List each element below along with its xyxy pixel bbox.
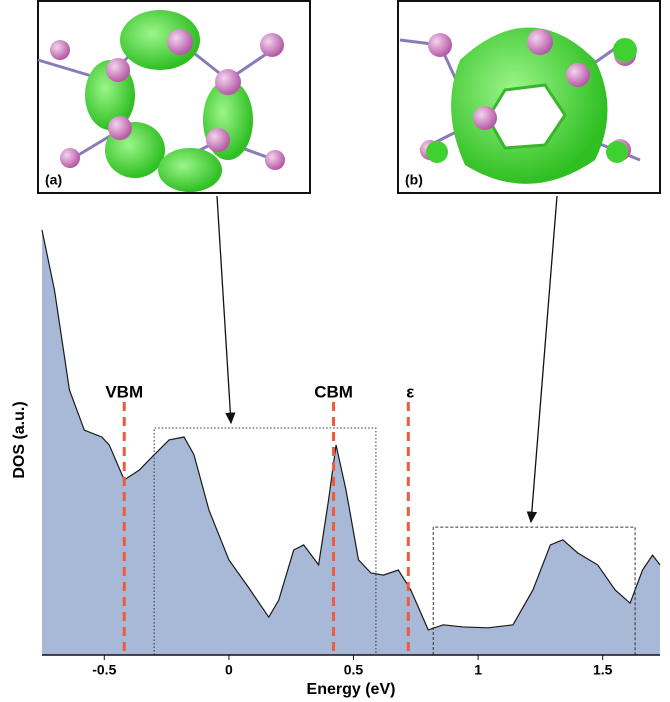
y-axis-label: DOS (a.u.) — [11, 401, 28, 478]
inset-a — [37, 0, 311, 194]
arrow — [216, 195, 236, 425]
region-box — [153, 427, 377, 655]
x-axis-label: Energy (eV) — [307, 681, 396, 698]
x-tick-label: 0.5 — [344, 662, 364, 678]
x-tick-label: 0 — [225, 662, 233, 678]
x-tick-label: 1.5 — [593, 662, 613, 678]
arrow — [526, 195, 558, 524]
marker-label: VBM — [105, 382, 143, 401]
inset-label: (b) — [405, 172, 423, 188]
marker-label: CBM — [314, 382, 353, 401]
inset-b — [397, 0, 661, 194]
marker-label: ε — [406, 382, 414, 401]
dos-line — [41, 229, 661, 631]
area-fill — [42, 230, 660, 655]
inset-label: (a) — [45, 172, 62, 188]
x-tick-label: 1 — [474, 662, 482, 678]
x-tick-label: -0.5 — [92, 662, 116, 678]
